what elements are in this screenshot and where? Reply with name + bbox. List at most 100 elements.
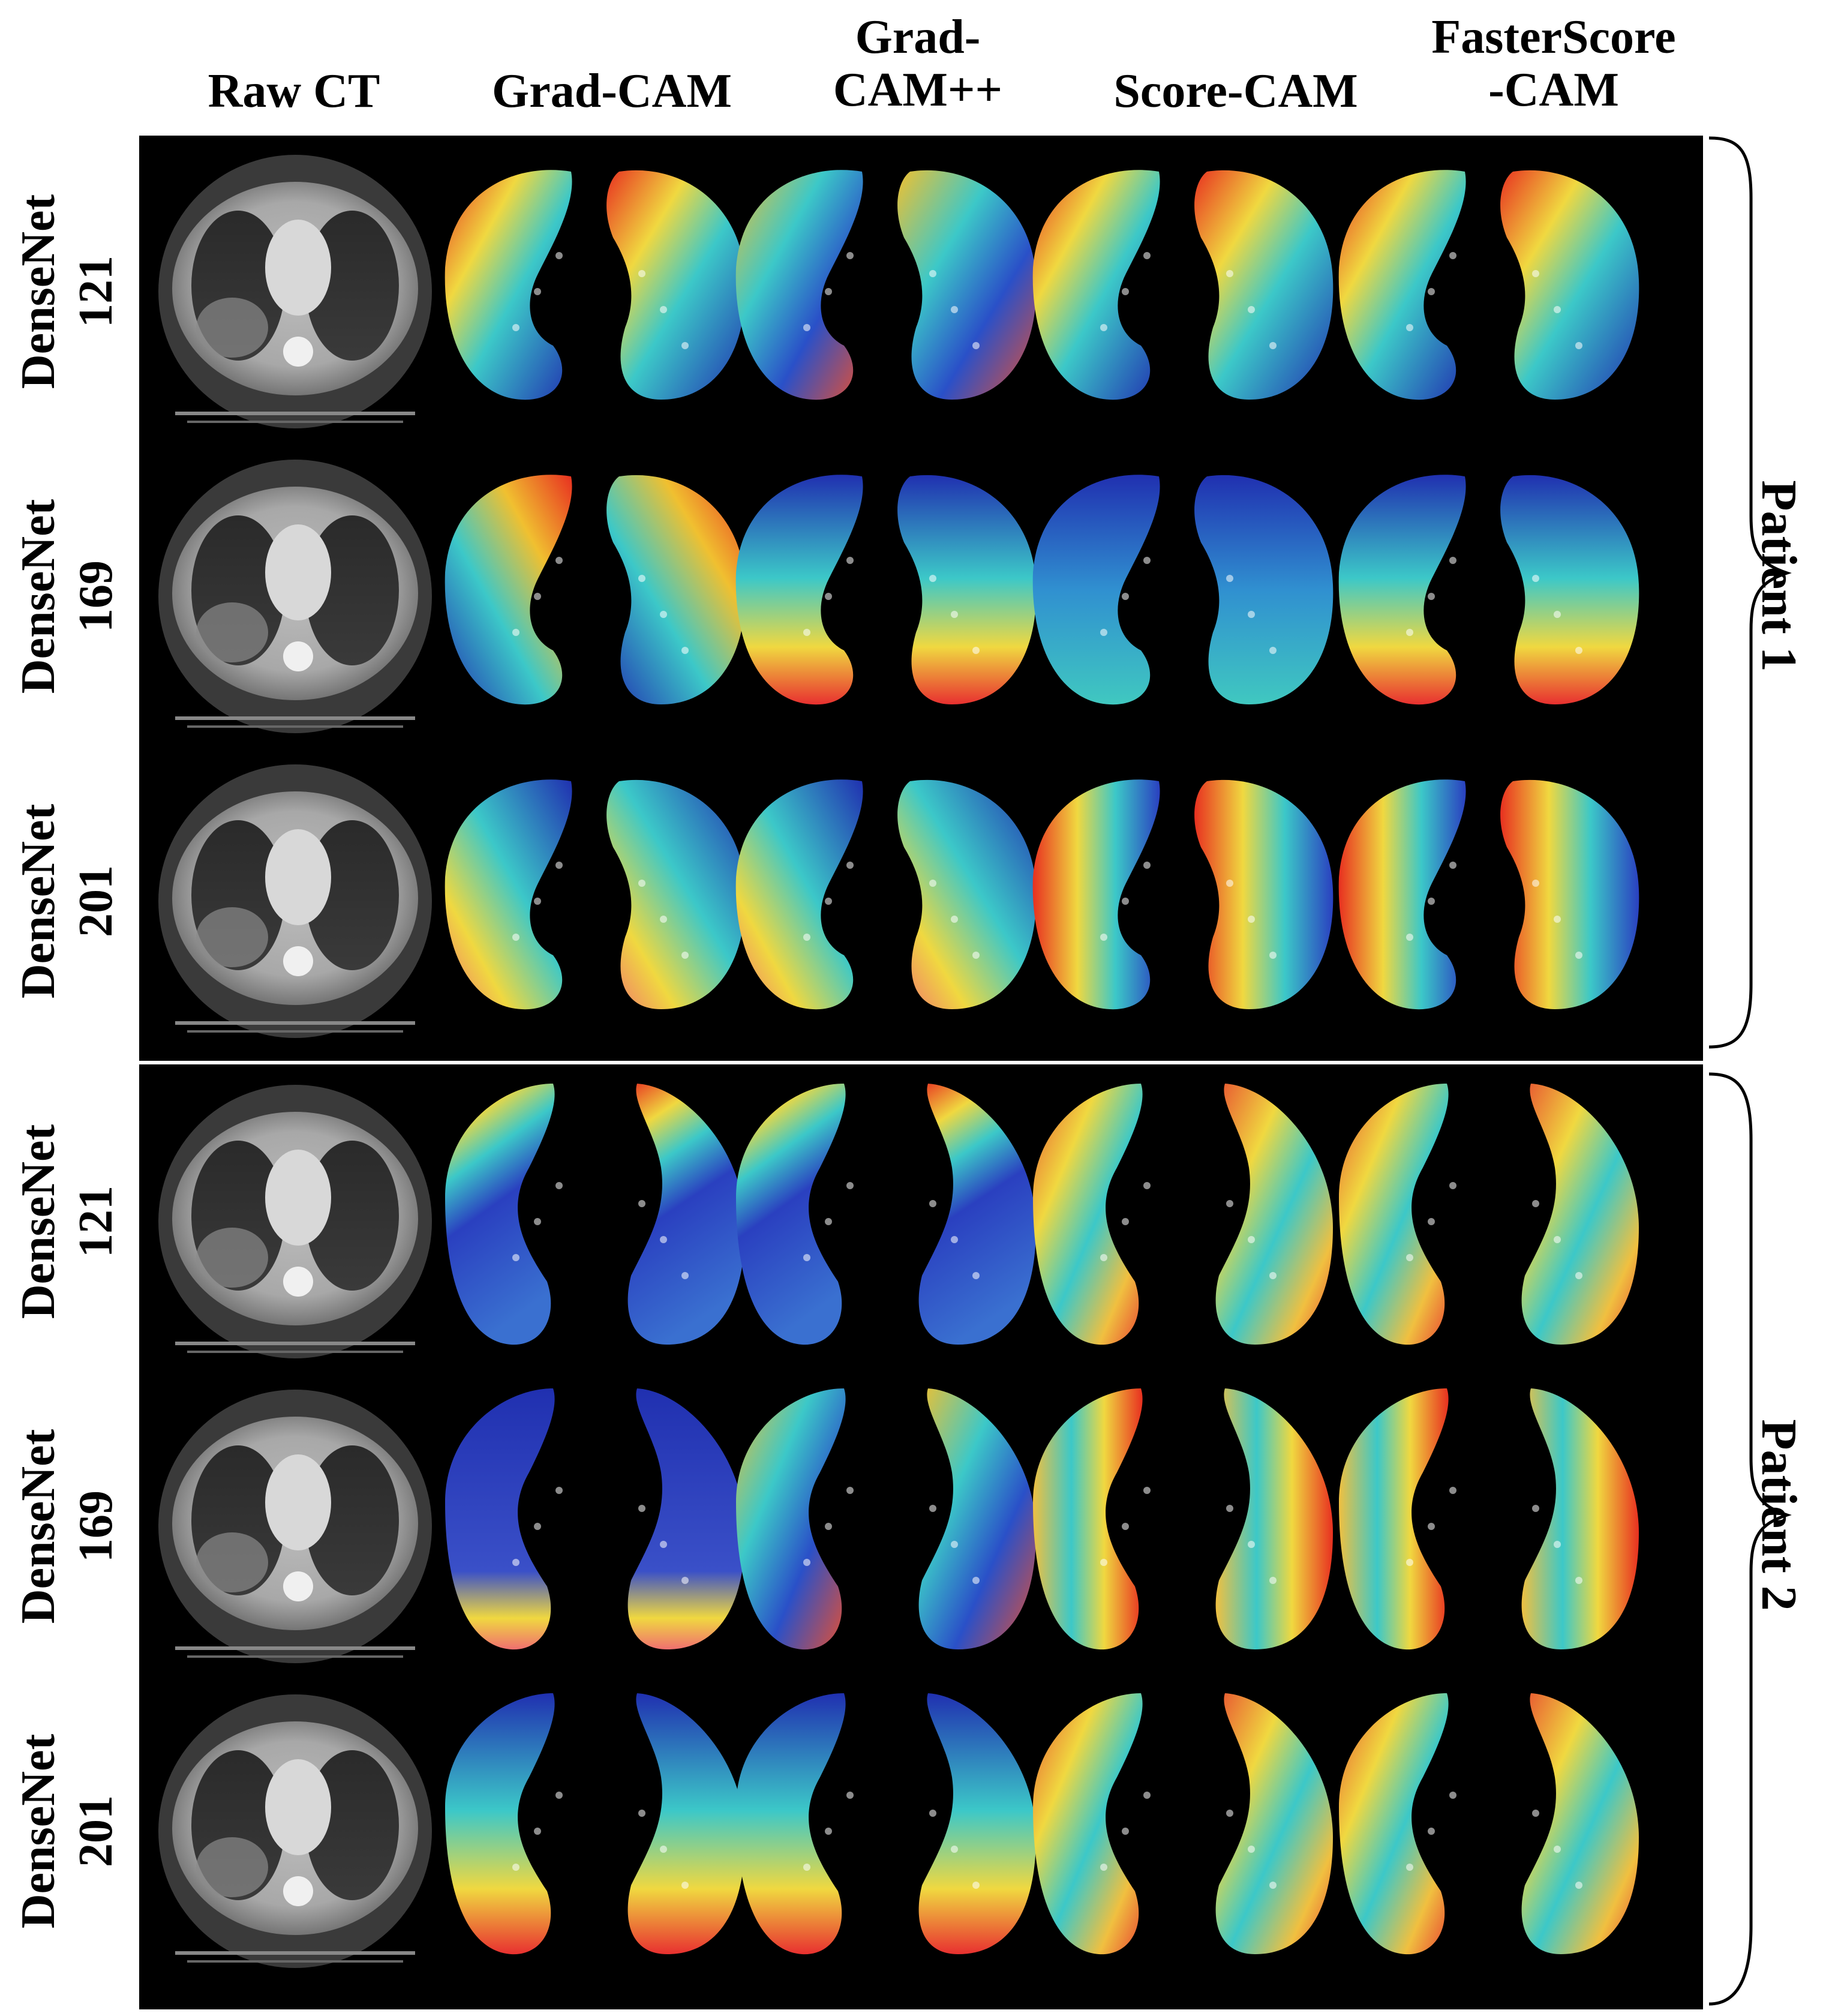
row-label-p2-201: DenseNet 201 <box>12 1733 122 1929</box>
lung-left <box>445 1388 555 1650</box>
lung-right <box>897 779 1037 1009</box>
ct-lung-right <box>305 211 399 361</box>
heatmap-fasterscore-cam <box>1339 1693 1639 1955</box>
lung-left <box>445 1084 555 1345</box>
heatmap-grad-cam <box>445 475 746 705</box>
ct-spine <box>283 337 313 367</box>
heatmap-grad-cam <box>445 779 746 1010</box>
lung-right <box>918 1084 1036 1345</box>
lung-left <box>445 170 572 400</box>
heatmap-grad-cam-pp <box>736 1388 1036 1650</box>
patient-1-brace <box>1708 136 1792 1049</box>
lung-right <box>1500 170 1639 400</box>
lung-left <box>735 170 863 400</box>
header-raw-ct: Raw CT <box>208 65 380 118</box>
lung-right <box>1194 779 1334 1009</box>
lung-left <box>1033 1693 1143 1955</box>
ct-heart <box>265 829 331 925</box>
heatmap-grad-cam-pp <box>735 170 1037 400</box>
heatmap-score-cam <box>1033 1388 1333 1650</box>
lung-left <box>736 1693 846 1955</box>
lung-left <box>1033 1388 1143 1650</box>
heatmap-grad-cam <box>445 170 746 400</box>
lung-right <box>1215 1084 1333 1345</box>
row-p1-densenet-121 <box>158 155 1639 428</box>
lung-right <box>606 170 746 400</box>
ct-spine <box>283 1876 313 1906</box>
heatmap-score-cam <box>1032 779 1334 1010</box>
row-p2-densenet-201 <box>158 1693 1639 1968</box>
lung-left <box>445 1693 555 1955</box>
lung-right <box>627 1693 745 1954</box>
lung-left <box>445 475 572 705</box>
lung-left <box>735 475 863 705</box>
ct-heart <box>265 1759 331 1855</box>
heatmap-score-cam <box>1033 1084 1333 1345</box>
ct-heart <box>265 1150 331 1246</box>
patient-braces <box>1708 136 1792 2006</box>
lung-right <box>918 1693 1036 1954</box>
image-grid <box>139 155 1703 1968</box>
ct-lung-right <box>305 1445 399 1595</box>
ct-lung-right <box>305 515 399 665</box>
heatmap-fasterscore-cam <box>1338 170 1639 400</box>
lung-right <box>1215 1388 1333 1649</box>
lung-right <box>1194 170 1334 400</box>
heatmap-grad-cam-pp <box>736 1693 1036 1955</box>
lung-left <box>1338 779 1466 1010</box>
lung-right <box>627 1388 745 1649</box>
raw-ct-image <box>158 764 432 1038</box>
lung-left <box>735 779 863 1010</box>
row-label-p2-121: DenseNet 121 <box>12 1124 122 1319</box>
ct-spine <box>283 641 313 671</box>
lung-right <box>1521 1693 1639 1954</box>
lung-left <box>1339 1693 1449 1955</box>
row-p2-densenet-121 <box>158 1084 1639 1358</box>
row-label-p2-169: DenseNet 169 <box>12 1429 122 1624</box>
lung-right <box>1215 1693 1333 1954</box>
ct-heart <box>265 1454 331 1550</box>
lung-right <box>1521 1388 1639 1649</box>
lung-right <box>1500 475 1639 704</box>
lung-left <box>736 1388 846 1650</box>
header-score-cam: Score-CAM <box>1113 65 1358 118</box>
lung-left <box>445 779 572 1010</box>
lung-left <box>1338 475 1466 705</box>
row-p2-densenet-169 <box>158 1388 1639 1663</box>
lung-right <box>897 170 1037 400</box>
heatmap-fasterscore-cam <box>1338 779 1639 1010</box>
raw-ct-image <box>158 1694 432 1968</box>
header-fasterscore-cam: FasterScore -CAM <box>1431 11 1676 116</box>
header-grad-cam: Grad-CAM <box>492 65 732 118</box>
raw-ct-image <box>158 155 432 428</box>
lung-left <box>1032 779 1160 1010</box>
lung-right <box>897 475 1037 704</box>
row-label-p1-201: DenseNet 201 <box>12 803 122 999</box>
lung-right <box>627 1084 745 1345</box>
header-grad-cam-pp: Grad- CAM++ <box>833 11 1003 116</box>
heatmap-score-cam <box>1032 170 1334 400</box>
patient-2-brace <box>1708 1072 1792 2006</box>
heatmap-grad-cam <box>445 1388 745 1650</box>
row-label-p1-121: DenseNet 121 <box>12 194 122 389</box>
lung-right <box>918 1388 1036 1649</box>
lung-left <box>1032 475 1160 705</box>
lung-right <box>606 475 746 704</box>
heatmap-grad-cam-pp <box>735 475 1037 705</box>
ct-lung-right <box>305 1141 399 1291</box>
heatmap-fasterscore-cam <box>1339 1084 1639 1345</box>
lung-left <box>1338 170 1466 400</box>
lung-left <box>1033 1084 1143 1345</box>
lung-left <box>1032 170 1160 400</box>
heatmap-grad-cam-pp <box>735 779 1037 1010</box>
lung-right <box>1521 1084 1639 1345</box>
figure-panel <box>139 136 1703 2009</box>
heatmap-fasterscore-cam <box>1338 475 1639 705</box>
patient-2-label: Patient 2 <box>1751 1419 1807 1611</box>
raw-ct-image <box>158 1390 432 1663</box>
heatmap-grad-cam-pp <box>736 1084 1036 1345</box>
ct-lung-right <box>305 820 399 970</box>
lung-left <box>736 1084 846 1345</box>
raw-ct-image <box>158 1085 432 1358</box>
patient-1-label: Patient 1 <box>1751 480 1807 672</box>
